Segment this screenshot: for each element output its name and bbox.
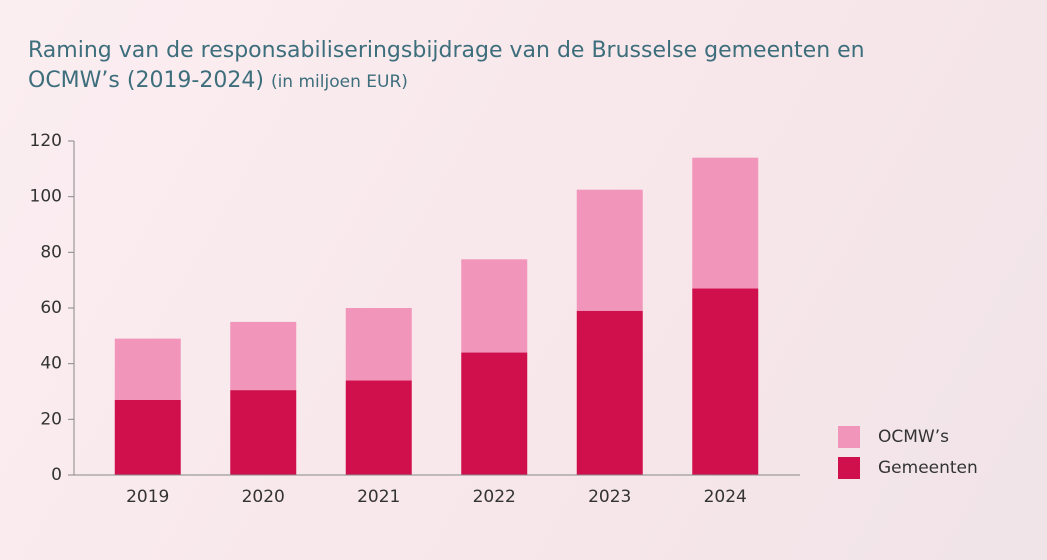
bar-segment	[114, 338, 181, 400]
legend-swatch	[838, 426, 860, 448]
legend-label: Gemeenten	[878, 458, 978, 478]
bar-segment	[345, 308, 412, 381]
bar-segment	[114, 399, 181, 475]
bar-segment	[461, 259, 528, 353]
bar-segment	[692, 288, 759, 475]
y-tick-label: 0	[51, 465, 62, 485]
bar-segment	[461, 352, 528, 475]
legend-label: OCMW’s	[878, 427, 949, 447]
bar-segment	[576, 310, 643, 475]
title-block: Raming van de responsabiliseringsbijdrag…	[28, 36, 888, 97]
y-tick-label: 100	[30, 187, 62, 207]
chart-subtitle: (in miljoen EUR)	[270, 72, 408, 92]
chart-title: Raming van de responsabiliseringsbijdrag…	[28, 38, 865, 93]
y-tick-label: 40	[40, 354, 62, 374]
bar-segment	[230, 321, 297, 391]
y-tick-label: 120	[30, 131, 62, 151]
x-tick-label: 2019	[126, 487, 169, 507]
bar-segment	[692, 157, 759, 289]
x-tick-label: 2022	[473, 487, 516, 507]
x-tick-label: 2024	[704, 487, 747, 507]
y-tick-label: 20	[40, 409, 62, 429]
x-tick-label: 2020	[242, 487, 285, 507]
bar-segment	[230, 390, 297, 475]
x-tick-label: 2023	[588, 487, 631, 507]
bar-segment	[576, 189, 643, 311]
legend-swatch	[838, 457, 860, 479]
bar-segment	[345, 380, 412, 475]
y-tick-label: 60	[40, 298, 62, 318]
x-tick-label: 2021	[357, 487, 400, 507]
y-tick-label: 80	[40, 242, 62, 262]
